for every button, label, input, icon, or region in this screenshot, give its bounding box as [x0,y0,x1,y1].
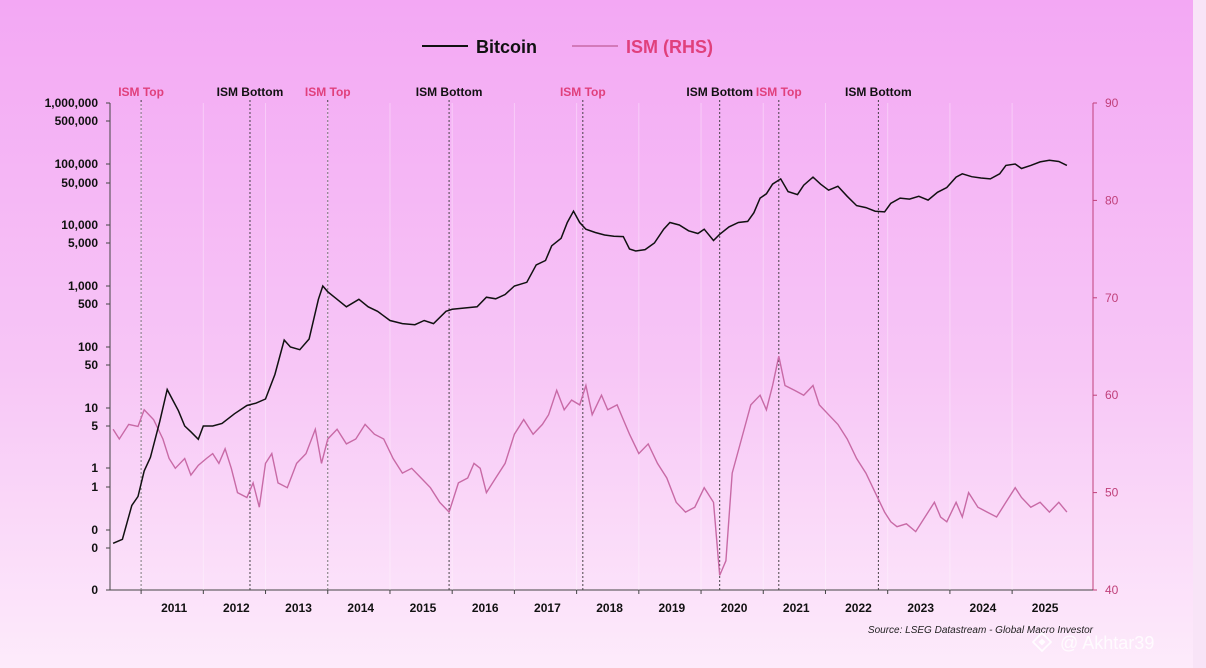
x-tick-label: 2012 [223,601,250,615]
x-tick-label: 2017 [534,601,561,615]
y-left-tick-label: 5 [91,419,98,433]
legend-ism-label: ISM (RHS) [626,37,713,57]
event-label-bottom: ISM Bottom [416,85,483,99]
y-left-tick-label: 100 [78,340,98,354]
x-tick-label: 2011 [161,601,187,615]
x-tick-label: 2021 [783,601,810,615]
x-axis-ticks: 2011 2012 2013 2014 2015 2016 2017 2018 2019 2020… [140,103,1059,615]
y-right-tick-label: 40 [1105,583,1119,597]
x-tick-label: 2023 [907,601,934,615]
x-tick-label: 2013 [285,601,312,615]
event-label-bottom: ISM Bottom [686,85,753,99]
watermark-text: @ Akhtar39 [1060,633,1154,653]
y-left-tick-label: 0 [91,541,98,555]
event-labels: ISM Top ISM Bottom ISM Top ISM Bottom ISM To… [118,85,911,99]
y-left-tick-label: 50 [85,358,99,372]
y-axis-right-ticks: 90 80 70 60 50 40 [1093,96,1119,597]
y-left-tick-label: 1,000,000 [45,96,99,110]
y-left-tick-label: 1 [91,480,98,494]
series-bitcoin-line [112,159,1068,544]
y-left-tick-label: 100,000 [55,157,99,171]
event-label-top: ISM Top [756,85,802,99]
series-ism-line [112,356,1068,576]
event-label-top: ISM Top [305,85,351,99]
event-label-top: ISM Top [118,85,164,99]
x-tick-label: 2016 [472,601,499,615]
y-left-tick-label: 10,000 [61,218,98,232]
y-right-tick-label: 80 [1105,193,1119,207]
y-right-tick-label: 50 [1105,486,1119,500]
x-tick-label: 2019 [658,601,685,615]
y-right-tick-label: 90 [1105,96,1119,110]
y-right-tick-label: 70 [1105,291,1119,305]
event-label-bottom: ISM Bottom [217,85,284,99]
watermark: @ Akhtar39 [1031,631,1154,653]
y-left-tick-label: 0 [91,523,98,537]
x-tick-label: 2018 [596,601,623,615]
y-left-tick-label: 10 [85,401,99,415]
right-edge-strip [1193,0,1206,668]
y-left-tick-label: 0 [91,583,98,597]
y-left-tick-label: 1,000 [68,279,98,293]
x-tick-label: 2020 [721,601,748,615]
y-left-tick-label: 50,000 [61,176,98,190]
y-right-tick-label: 60 [1105,388,1119,402]
event-label-bottom: ISM Bottom [845,85,912,99]
y-left-tick-label: 500,000 [55,114,99,128]
x-tick-label: 2014 [347,601,374,615]
y-left-tick-label: 500 [78,297,98,311]
legend-bitcoin-label: Bitcoin [476,37,537,57]
legend: Bitcoin ISM (RHS) [422,37,713,57]
x-tick-label: 2022 [845,601,872,615]
watermark-logo-icon [1031,631,1053,653]
y-left-tick-label: 5,000 [68,236,98,250]
x-tick-label: 2025 [1032,601,1059,615]
event-label-top: ISM Top [560,85,606,99]
x-tick-label: 2015 [410,601,437,615]
event-lines [140,100,879,590]
y-left-tick-label: 1 [91,461,98,475]
source-note: Source: LSEG Datastream - Global Macro I… [868,625,1094,636]
x-tick-label: 2024 [970,601,997,615]
y-axis-left-ticks: 1,000,000 500,000 100,000 50,000 10,000 5,000… [45,96,110,597]
